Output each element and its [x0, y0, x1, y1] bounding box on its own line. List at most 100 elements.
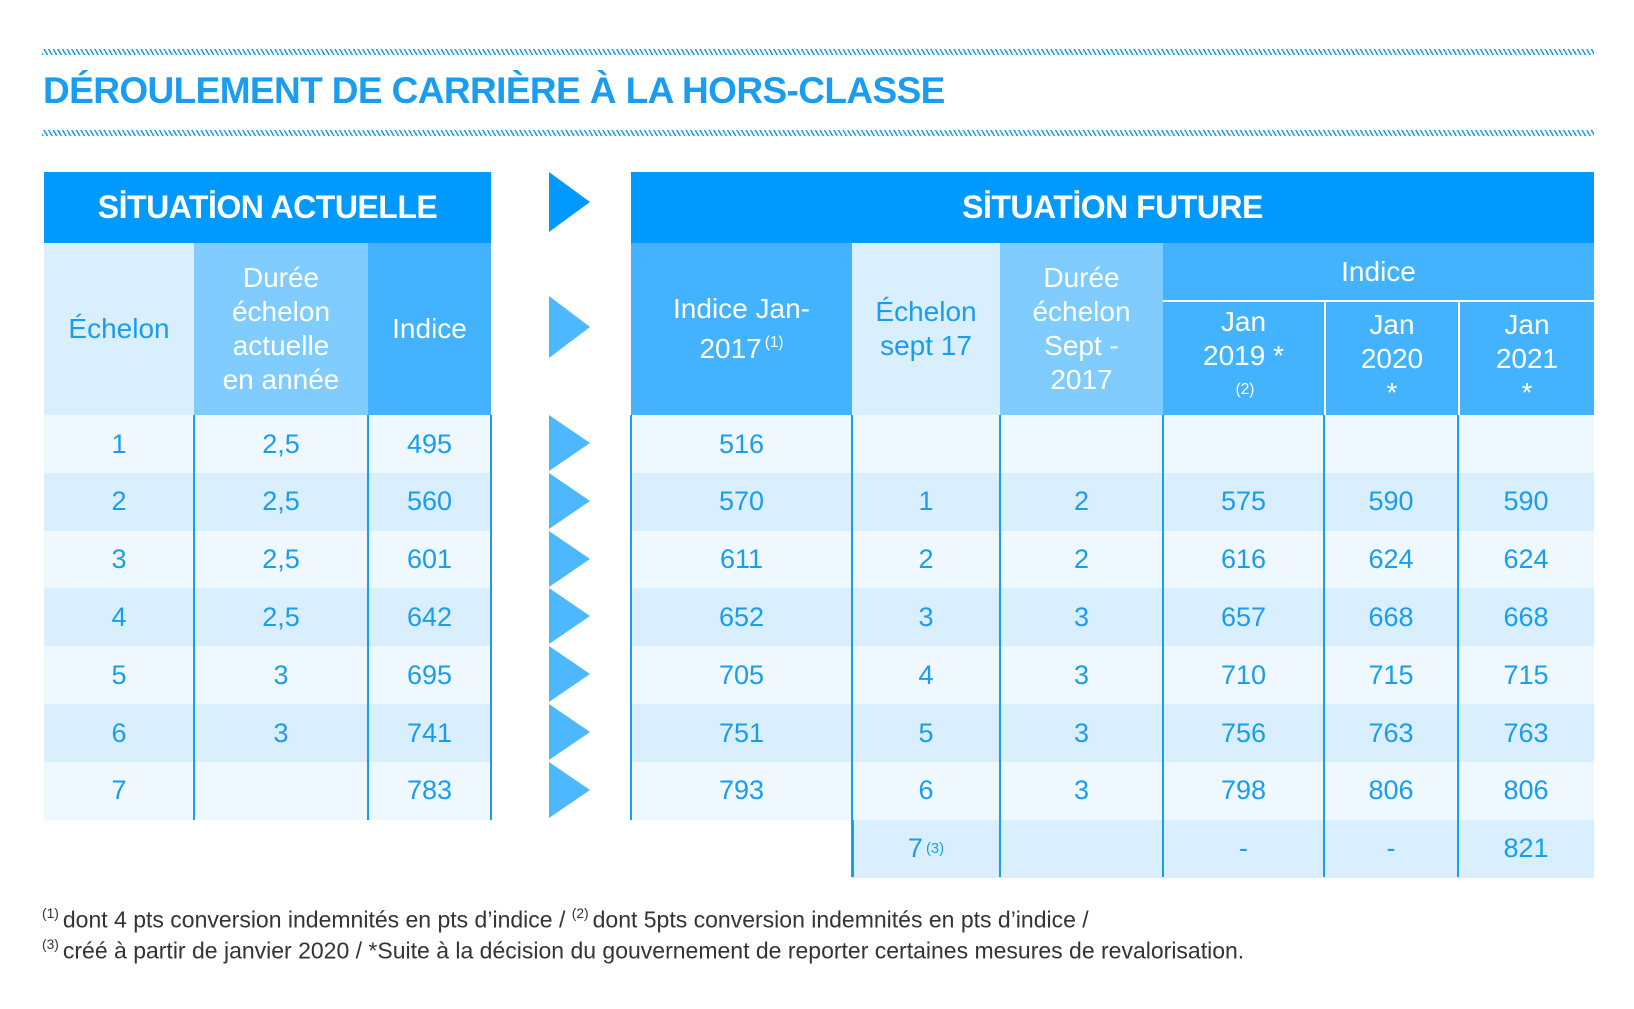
future-col-indice-group: Indice — [1163, 243, 1594, 301]
current-table-cell: 3 — [194, 646, 368, 705]
header-divider — [1458, 301, 1460, 415]
footnote-ref-3: (3) — [925, 840, 945, 857]
future-col-indice-2017-label: Indice Jan-2017 — [673, 293, 810, 364]
future-table-cell: - — [1324, 819, 1458, 878]
future-table-cell: 705 — [631, 646, 852, 705]
column-divider — [1457, 415, 1459, 878]
footnote-ref-1: (1) — [764, 334, 784, 352]
future-table-cell — [1000, 819, 1163, 878]
future-table-cell: 3 — [1000, 761, 1163, 821]
current-col-echelon: Échelon — [44, 243, 194, 415]
future-table-cell — [1163, 415, 1324, 474]
current-table-cell: 4 — [44, 588, 194, 647]
footnote-mark-2: (2) — [571, 906, 589, 921]
footnote-text-2: dont 5pts conversion indemnités en pts d… — [592, 906, 1089, 933]
column-divider — [1323, 415, 1325, 878]
current-table-cell: 601 — [368, 530, 491, 589]
current-table-cell: 1 — [44, 415, 194, 474]
header-divider — [1324, 301, 1326, 415]
column-divider — [490, 415, 492, 820]
future-table-cell: 657 — [1163, 588, 1324, 647]
future-table-cell — [1324, 415, 1458, 474]
future-table-cell: 668 — [1324, 588, 1458, 647]
future-table-cell: 2 — [852, 530, 1000, 589]
arrow-right-icon — [549, 530, 590, 587]
column-divider — [193, 415, 195, 820]
current-situation-header: SİTUATİON ACTUELLE — [44, 172, 491, 243]
future-table-cell — [1000, 415, 1163, 474]
future-table-cell: 3 — [1000, 588, 1163, 647]
future-table-cell: 616 — [1163, 530, 1324, 589]
current-table-cell: 3 — [194, 704, 368, 763]
future-table-cell: 5 — [852, 704, 1000, 763]
footnote-line-2: (3) créé à partir de janvier 2020 / *Suit… — [42, 937, 1244, 965]
current-table-cell: 3 — [44, 530, 194, 589]
current-table-cell: 2 — [44, 472, 194, 532]
current-table-cell: 2,5 — [194, 415, 368, 474]
current-table-cell: 741 — [368, 704, 491, 763]
current-table-cell: 6 — [44, 704, 194, 763]
future-table-cell: 751 — [631, 704, 852, 763]
column-divider — [852, 819, 854, 878]
future-table-cell: 793 — [631, 761, 852, 821]
current-table-cell: 560 — [368, 472, 491, 532]
arrow-right-icon — [549, 588, 590, 645]
footnote-ref-2: (2) — [1235, 380, 1255, 398]
current-table-cell: 495 — [368, 415, 491, 474]
future-table-cell: 2 — [1000, 530, 1163, 589]
page-title: DÉROULEMENT DE CARRIÈRE À LA HORS-CLASSE — [43, 70, 945, 111]
current-col-duree: Durée échelon actuelle en année — [194, 243, 368, 415]
column-divider — [630, 415, 632, 820]
bottom-hatch-rule — [42, 130, 1594, 136]
current-table-cell: 2,5 — [194, 530, 368, 589]
future-col-jan2021: Jan 2021 * — [1460, 302, 1594, 415]
arrow-right-icon — [549, 704, 590, 760]
current-table-cell: 5 — [44, 646, 194, 705]
future-table-cell: 590 — [1324, 472, 1458, 532]
future-col-indice-2017: Indice Jan-2017 (1) — [631, 243, 852, 415]
current-col-indice: Indice — [368, 243, 491, 415]
future-col-echelon: Échelon sept 17 — [852, 243, 1000, 415]
footnote-text-1: dont 4 pts conversion indemnités en pts … — [62, 906, 572, 933]
indice-group-divider — [1163, 300, 1594, 302]
future-table-cell: 611 — [631, 530, 852, 589]
future-col-jan2019: Jan 2019 * (2) — [1163, 302, 1324, 415]
future-table-cell: 3 — [1000, 704, 1163, 763]
footnote-line-1: (1) dont 4 pts conversion indemnités en p… — [42, 906, 1089, 934]
column-divider — [999, 415, 1001, 878]
future-table-cell: 624 — [1458, 530, 1594, 589]
future-table-cell: 6 — [852, 761, 1000, 821]
future-table-cell: 3 — [1000, 646, 1163, 705]
future-table-cell: 806 — [1458, 761, 1594, 821]
future-table-cell: 668 — [1458, 588, 1594, 647]
current-table-cell: 7 — [44, 761, 194, 821]
future-col-duree: Durée échelon Sept - 2017 — [1000, 243, 1163, 415]
future-table-cell: 821 — [1458, 819, 1594, 878]
arrow-right-icon — [549, 296, 590, 358]
future-col-jan2020: Jan 2020 * — [1326, 302, 1458, 415]
future-situation-header: SİTUATİON FUTURE — [631, 172, 1594, 243]
column-divider — [1162, 415, 1164, 878]
arrow-right-icon — [549, 761, 590, 818]
future-table-cell — [1458, 415, 1594, 474]
future-table-cell: 763 — [1458, 704, 1594, 763]
future-table-cell: 7 (3) — [852, 819, 1000, 878]
top-hatch-rule — [42, 49, 1594, 55]
arrow-right-icon — [549, 646, 590, 703]
future-table-cell: 590 — [1458, 472, 1594, 532]
arrow-right-icon — [549, 415, 590, 471]
future-table-cell: 575 — [1163, 472, 1324, 532]
footnote-mark-3: (3) — [42, 937, 59, 952]
future-table-cell: 4 — [852, 646, 1000, 705]
column-divider — [851, 415, 853, 878]
future-table-cell: 516 — [631, 415, 852, 474]
future-table-cell: 624 — [1324, 530, 1458, 589]
current-table-cell: 2,5 — [194, 472, 368, 532]
arrow-right-icon — [549, 472, 590, 529]
future-table-cell: 710 — [1163, 646, 1324, 705]
current-table-cell: 642 — [368, 588, 491, 647]
future-table-cell: 806 — [1324, 761, 1458, 821]
echelon-value: 7 — [907, 833, 923, 864]
future-table-cell: 570 — [631, 472, 852, 532]
future-table-cell: 3 — [852, 588, 1000, 647]
